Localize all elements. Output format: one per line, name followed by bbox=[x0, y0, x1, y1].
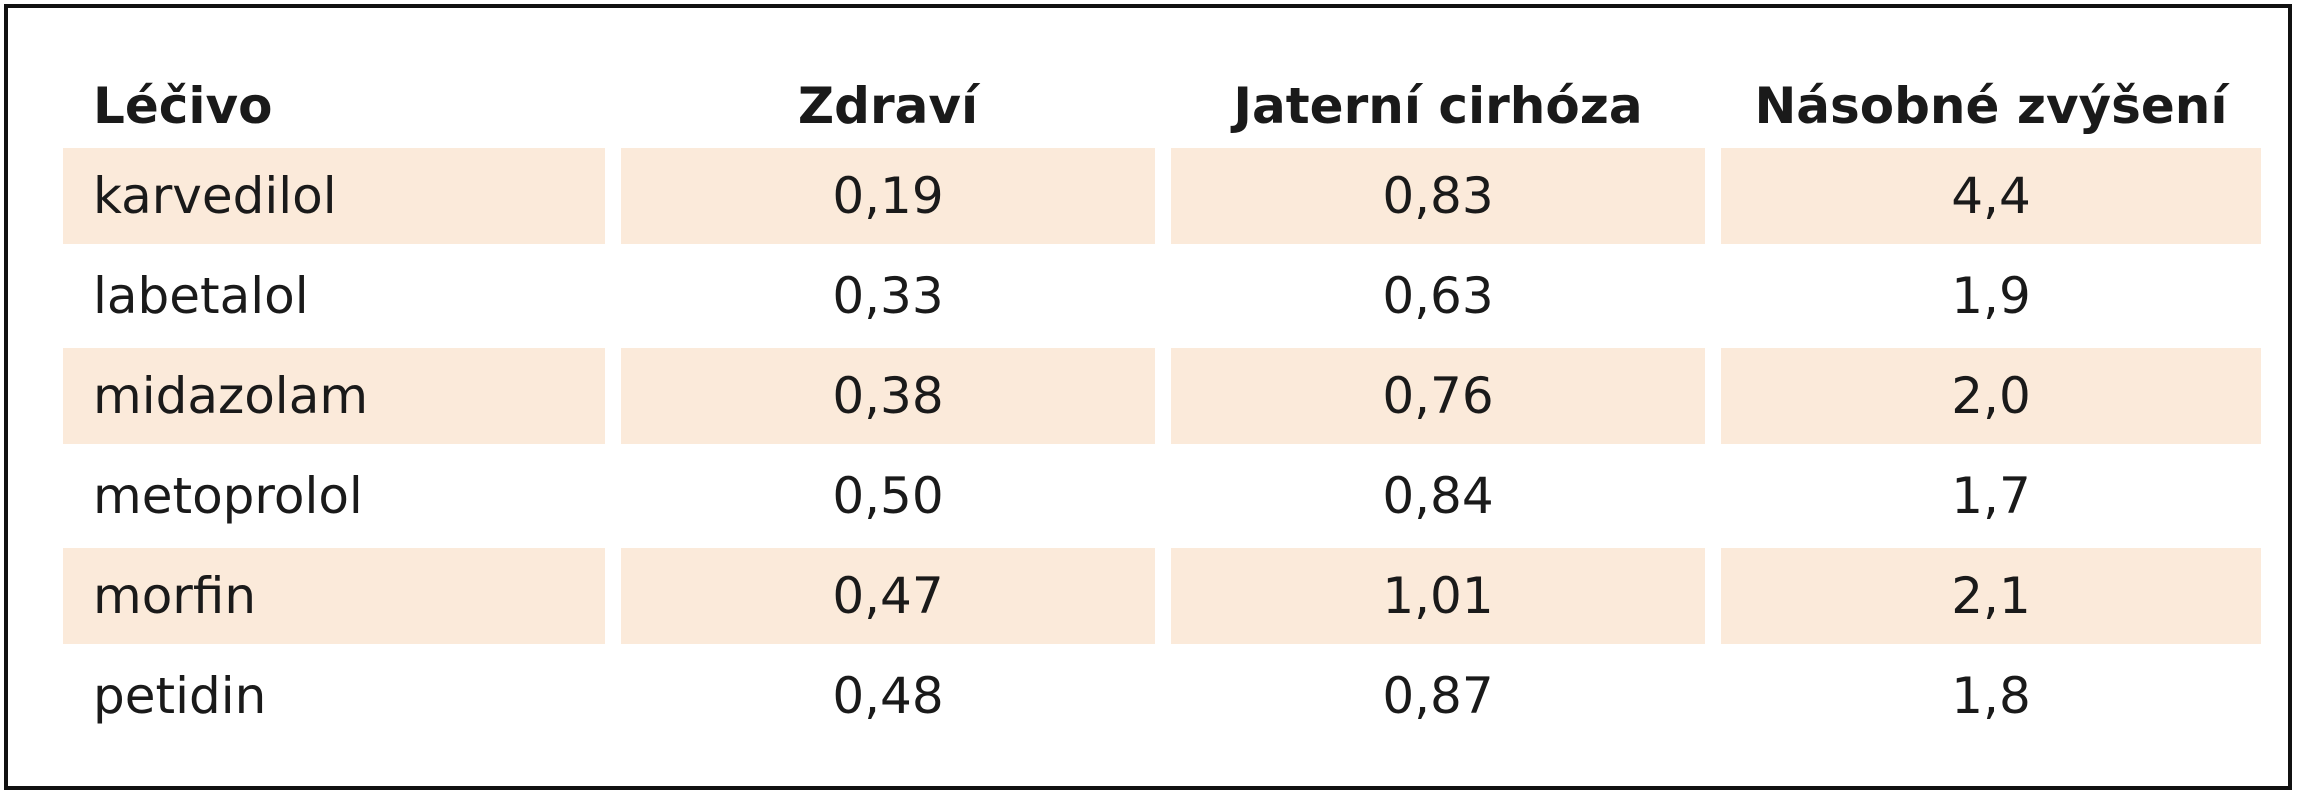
cell-healthy: 0,19 bbox=[621, 148, 1155, 244]
cell-drug: petidin bbox=[93, 667, 267, 725]
cell-cirrhosis: 1,01 bbox=[1171, 548, 1705, 644]
cell-healthy: 0,47 bbox=[621, 548, 1155, 644]
cell-fold-increase: 1,9 bbox=[1951, 267, 2031, 325]
table-row: metoprolol 0,50 0,84 1,7 bbox=[8, 448, 2288, 544]
header-drug: Léčivo bbox=[93, 77, 273, 135]
cell-healthy: 0,48 bbox=[832, 667, 944, 725]
cell-cirrhosis: 0,83 bbox=[1171, 148, 1705, 244]
cell-drug: morfin bbox=[63, 548, 605, 644]
cell-fold-increase: 2,0 bbox=[1721, 348, 2261, 444]
table-header: Léčivo Zdraví Jaterní cirhóza Násobné zv… bbox=[8, 68, 2288, 144]
cell-cirrhosis: 0,76 bbox=[1171, 348, 1705, 444]
cell-fold-increase: 1,7 bbox=[1951, 467, 2031, 525]
cell-cirrhosis: 0,63 bbox=[1382, 267, 1494, 325]
cell-fold-increase: 2,1 bbox=[1721, 548, 2261, 644]
header-cirrhosis: Jaterní cirhóza bbox=[1233, 77, 1643, 135]
header-healthy: Zdraví bbox=[797, 77, 979, 135]
table-row: labetalol 0,33 0,63 1,9 bbox=[8, 248, 2288, 344]
cell-healthy: 0,50 bbox=[832, 467, 944, 525]
cell-drug: midazolam bbox=[63, 348, 605, 444]
cell-drug: metoprolol bbox=[93, 467, 363, 525]
table-frame: Léčivo Zdraví Jaterní cirhóza Násobné zv… bbox=[4, 4, 2292, 790]
table-row: karvedilol 0,19 0,83 4,4 bbox=[8, 148, 2288, 244]
cell-drug: karvedilol bbox=[63, 148, 605, 244]
cell-cirrhosis: 0,87 bbox=[1382, 667, 1494, 725]
cell-healthy: 0,38 bbox=[621, 348, 1155, 444]
cell-drug: labetalol bbox=[93, 267, 309, 325]
header-fold-increase: Násobné zvýšení bbox=[1754, 77, 2228, 135]
cell-fold-increase: 1,8 bbox=[1951, 667, 2031, 725]
table-row: midazolam 0,38 0,76 2,0 bbox=[8, 348, 2288, 444]
table-row: morfin 0,47 1,01 2,1 bbox=[8, 548, 2288, 644]
cell-fold-increase: 4,4 bbox=[1721, 148, 2261, 244]
cell-cirrhosis: 0,84 bbox=[1382, 467, 1494, 525]
table-row: petidin 0,48 0,87 1,8 bbox=[8, 648, 2288, 744]
cell-healthy: 0,33 bbox=[832, 267, 944, 325]
